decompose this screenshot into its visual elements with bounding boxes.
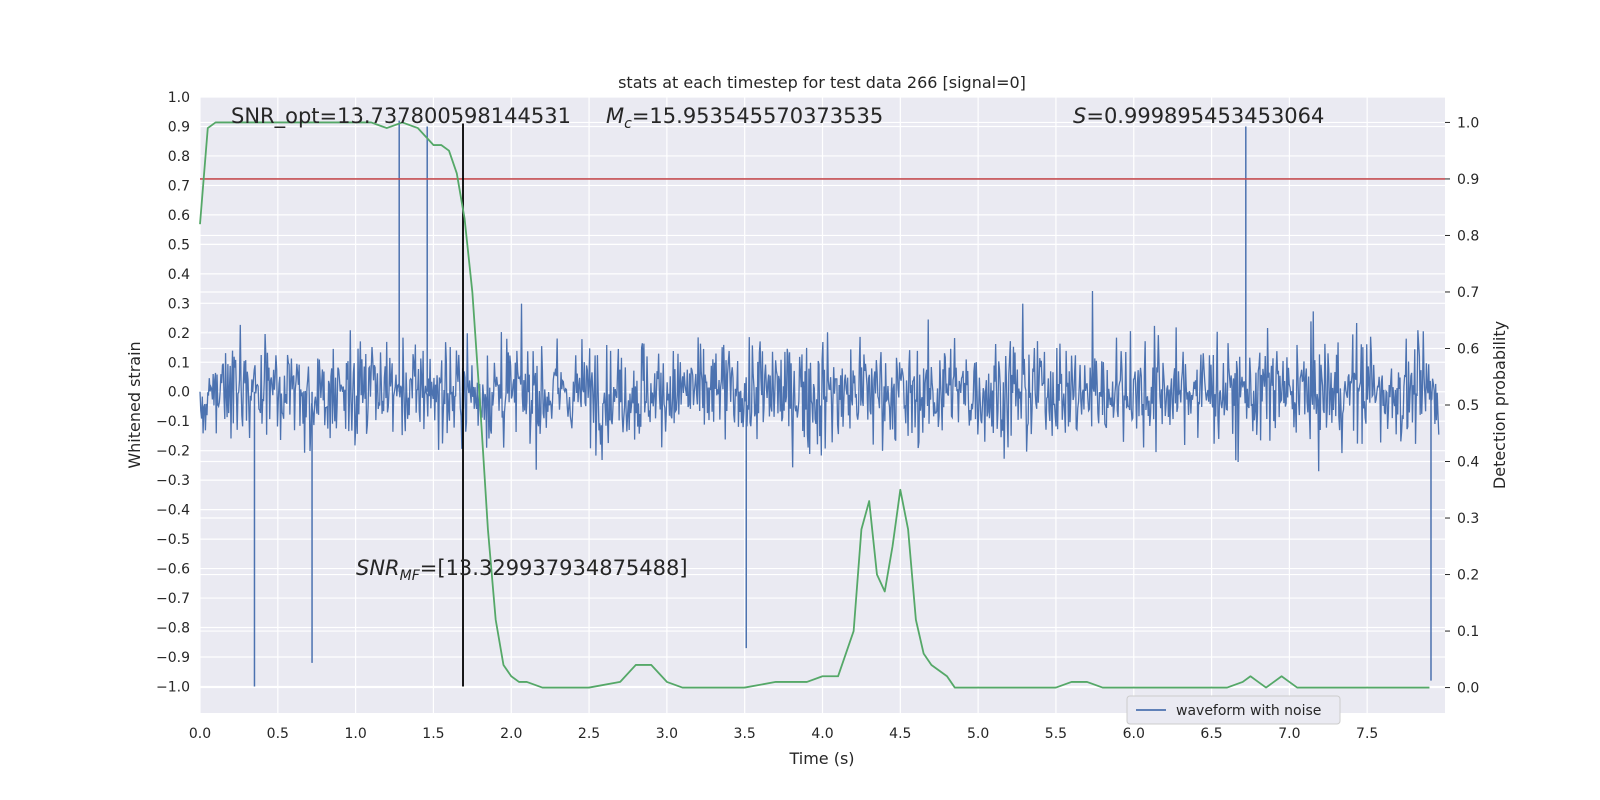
legend-box xyxy=(1126,695,1341,725)
y-tick-label: 1.0 xyxy=(168,90,190,106)
y-tick-label: 0.9 xyxy=(168,119,190,135)
y-tick-label: 0.3 xyxy=(168,296,190,312)
y-tick-label: 0.8 xyxy=(168,149,190,165)
waveform-line xyxy=(199,291,1440,472)
x-tick-label: 2.5 xyxy=(578,726,600,742)
y2-tick-label: 0.5 xyxy=(1457,398,1479,414)
y-tick-label: −0.9 xyxy=(156,650,190,666)
x-tick-label: 6.5 xyxy=(1200,726,1222,742)
x-tick-label: 4.0 xyxy=(811,726,833,742)
y-tick-label: 0.7 xyxy=(168,178,190,194)
legend-label-waveform: waveform with noise xyxy=(1176,703,1321,719)
y-axis-label: Whitened strain xyxy=(125,341,144,468)
chirp-mass-annotation: Mc=15.953545570373535 xyxy=(606,104,883,132)
snr-mf-value: =[13.329937934875488] xyxy=(420,556,688,580)
y-tick-label: −1.0 xyxy=(156,679,190,695)
s-symbol: S xyxy=(1073,104,1086,128)
x-tick-label: 7.0 xyxy=(1278,726,1300,742)
s-annotation: S=0.999895453453064 xyxy=(1073,104,1324,128)
x-tick-label: 5.0 xyxy=(967,726,989,742)
y-tick-label: −0.5 xyxy=(156,532,190,548)
y2-tick-label: 0.2 xyxy=(1457,568,1479,584)
y-tick-label: −0.7 xyxy=(156,591,190,607)
legend: waveform with noise xyxy=(1126,695,1341,725)
x-tick-label: 1.0 xyxy=(344,726,366,742)
chart-title: stats at each timestep for test data 266… xyxy=(618,73,1026,92)
y-tick-label: −0.6 xyxy=(156,562,190,578)
y-tick-label: 0.5 xyxy=(168,237,190,253)
x-tick-label: 3.0 xyxy=(656,726,678,742)
y2-axis-label: Detection probability xyxy=(1490,321,1509,489)
y2-tick-label: 0.0 xyxy=(1457,681,1479,697)
x-tick-label: 7.5 xyxy=(1356,726,1378,742)
y-tick-label: −0.8 xyxy=(156,621,190,637)
snr-mf-subscript: MF xyxy=(400,568,421,584)
y2-tick-label: 0.6 xyxy=(1457,341,1479,357)
mc-subscript: c xyxy=(624,116,632,132)
x-axis-label: Time (s) xyxy=(788,749,854,768)
y2-tick-label: 0.1 xyxy=(1457,624,1479,640)
x-tick-label: 3.5 xyxy=(734,726,756,742)
y-tick-label: 0.1 xyxy=(168,355,190,371)
y-tick-label: 0.6 xyxy=(168,208,190,224)
waveform-series xyxy=(199,120,1440,687)
y2-tick-label: 1.0 xyxy=(1457,115,1479,131)
snr-mf-annotation: SNRMF=[13.329937934875488] xyxy=(356,556,688,584)
y-tick-label: −0.3 xyxy=(156,473,190,489)
x-tick-label: 2.0 xyxy=(500,726,522,742)
y-tick-label: −0.1 xyxy=(156,414,190,430)
y-tick-label: 0.4 xyxy=(168,267,190,283)
y2-tick-label: 0.9 xyxy=(1457,172,1479,188)
mc-symbol: M xyxy=(606,104,624,128)
x-tick-label: 1.5 xyxy=(422,726,444,742)
snr-opt-annotation: SNR_opt=13.737800598144531 xyxy=(231,104,571,129)
y2-tick-label: 0.8 xyxy=(1457,228,1479,244)
y-tick-label: −0.4 xyxy=(156,503,190,519)
x-tick-label: 5.5 xyxy=(1045,726,1067,742)
y2-tick-label: 0.7 xyxy=(1457,285,1479,301)
y-tick-label: −0.2 xyxy=(156,444,190,460)
y-tick-label: 0.0 xyxy=(168,385,190,401)
s-value: =0.999895453453064 xyxy=(1086,104,1324,128)
snr-mf-symbol: SNR xyxy=(356,556,400,580)
y-tick-label: 0.2 xyxy=(168,326,190,342)
x-tick-label: 0.0 xyxy=(189,726,211,742)
mc-value: =15.953545570373535 xyxy=(632,104,883,128)
y2-tick-label: 0.3 xyxy=(1457,511,1479,527)
detection-probability-line xyxy=(199,121,1430,689)
axes-text: 1.0 0.9 0.8 0.7 0.6 0.5 0.4 0.3 0.2 0.1 0.0 −0.1 −0.… xyxy=(156,90,1479,742)
x-tick-label: 4.5 xyxy=(889,726,911,742)
x-tick-label: 0.5 xyxy=(267,726,289,742)
overlays xyxy=(199,121,1445,689)
y2-tick-label: 0.4 xyxy=(1457,455,1479,471)
x-tick-label: 6.0 xyxy=(1123,726,1145,742)
